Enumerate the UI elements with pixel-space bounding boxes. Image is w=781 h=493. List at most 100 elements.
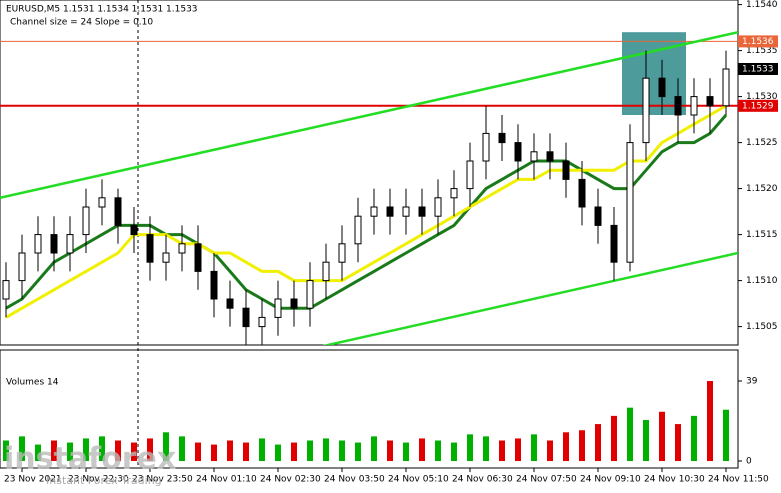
- candle-body: [210, 270, 218, 300]
- volume-bar: [227, 440, 233, 461]
- candle-body: [82, 206, 90, 236]
- x-tick-label: 24 Nov 10:30: [644, 475, 705, 485]
- volume-bar: [659, 411, 665, 461]
- candle-body: [594, 206, 602, 226]
- price-plot: [0, 30, 738, 345]
- volume-bar: [3, 440, 9, 461]
- last-price-tag: [738, 63, 778, 75]
- candle-body: [34, 234, 42, 254]
- volume-bar: [275, 444, 281, 461]
- watermark: instaforex: [4, 442, 176, 477]
- volume-bar: [291, 442, 297, 461]
- candle-body: [98, 197, 106, 208]
- y-tick-label: 1.1530: [746, 92, 778, 102]
- candle-body: [402, 206, 410, 217]
- volume-bar: [515, 438, 521, 461]
- volume-bar: [83, 438, 89, 461]
- volume-bar: [403, 442, 409, 461]
- candle-body: [50, 234, 58, 254]
- x-tick-label: 24 Nov 06:30: [452, 475, 513, 485]
- price-panel: [0, 0, 739, 346]
- candle-body: [130, 224, 138, 236]
- volume-bar: [115, 440, 121, 461]
- level-tag: [738, 35, 778, 48]
- volume-bar: [307, 440, 313, 461]
- volume-bar: [531, 434, 537, 461]
- volume-bar: [131, 442, 137, 461]
- candle-body: [690, 96, 698, 116]
- y-tick-label: 1.1510: [746, 276, 778, 286]
- candle-body: [162, 252, 170, 263]
- volume-bar: [67, 442, 73, 461]
- volume-plot: [3, 381, 729, 461]
- candle-body: [626, 142, 634, 263]
- y-tick-label: 1.1535: [746, 46, 778, 56]
- candle-body: [706, 96, 714, 107]
- volume-bar: [147, 438, 153, 461]
- candle-body: [354, 215, 362, 245]
- y-tick-label: 1.1540: [746, 0, 778, 10]
- candle-body: [306, 280, 314, 309]
- x-tick-label: 23 Nov 2021: [4, 475, 62, 485]
- volume-bar: [691, 415, 697, 461]
- moving-average: [5, 104, 727, 319]
- volume-bar: [627, 407, 633, 461]
- volume-bar: [99, 436, 105, 461]
- candle-body: [338, 243, 346, 263]
- subheader: Channel size = 24 Slope = 0.10: [10, 18, 153, 28]
- x-tick-label: 24 Nov 02:30: [260, 475, 321, 485]
- candle-body: [386, 206, 394, 217]
- volume-bar: [467, 434, 473, 461]
- candle-body: [370, 206, 378, 217]
- x-tick-label: 24 Nov 05:10: [388, 475, 449, 485]
- x-tick-label: 23 Nov 23:50: [132, 475, 193, 485]
- candle-body: [530, 151, 538, 162]
- volume-bar: [579, 430, 585, 461]
- volume-tick-label: 0: [746, 457, 752, 467]
- volume-bar: [371, 436, 377, 461]
- y-tick-label: 1.1525: [746, 138, 778, 148]
- candle-body: [258, 316, 266, 328]
- volume-bar: [675, 424, 681, 461]
- candle-body: [722, 68, 730, 107]
- volume-bar: [387, 440, 393, 461]
- candle-body: [418, 206, 426, 217]
- volume-bar: [195, 442, 201, 461]
- volume-bar: [435, 440, 441, 461]
- candle-body: [658, 77, 666, 98]
- volume-title: Volumes 14: [6, 378, 59, 388]
- x-tick-label: 24 Nov 03:50: [324, 475, 385, 485]
- candle-body: [322, 261, 330, 282]
- volume-bar: [259, 438, 265, 461]
- axes: 1.1540 1.1535 1.1530 1.1525 1.1520 1.1515 1.15…: [4, 0, 778, 485]
- candle-body: [146, 234, 154, 263]
- candle-body: [66, 234, 74, 254]
- candle-body: [114, 197, 122, 226]
- candle-body: [242, 307, 250, 328]
- y-tick-label: 1.1505: [746, 322, 778, 332]
- volume-tick-label: 39: [746, 377, 758, 387]
- volume-bar: [243, 442, 249, 461]
- channel-line: [0, 30, 738, 200]
- volume-bar: [19, 436, 25, 461]
- y-tick-label: 1.1520: [746, 184, 778, 194]
- candle-body: [642, 77, 650, 144]
- volume-bar: [547, 440, 553, 461]
- last-price-label: 1.1533: [742, 65, 774, 75]
- candle-body: [610, 224, 618, 263]
- candle-body: [178, 243, 186, 254]
- volume-bar: [51, 440, 57, 461]
- moving-average: [5, 114, 728, 310]
- level-tag: [738, 99, 778, 112]
- candle-body: [498, 132, 506, 144]
- candle-body: [578, 178, 586, 208]
- volume-bar: [483, 436, 489, 461]
- volume-bar: [419, 438, 425, 461]
- header: EURUSD,M5 1.1531 1.1534 1.1531 1.1533: [6, 5, 198, 15]
- candle-body: [226, 298, 234, 309]
- x-tick-label: 24 Nov 01:10: [196, 475, 257, 485]
- volume-bar: [499, 440, 505, 461]
- volume-bar: [643, 419, 649, 461]
- x-tick-label: 24 Nov 11:50: [708, 475, 769, 485]
